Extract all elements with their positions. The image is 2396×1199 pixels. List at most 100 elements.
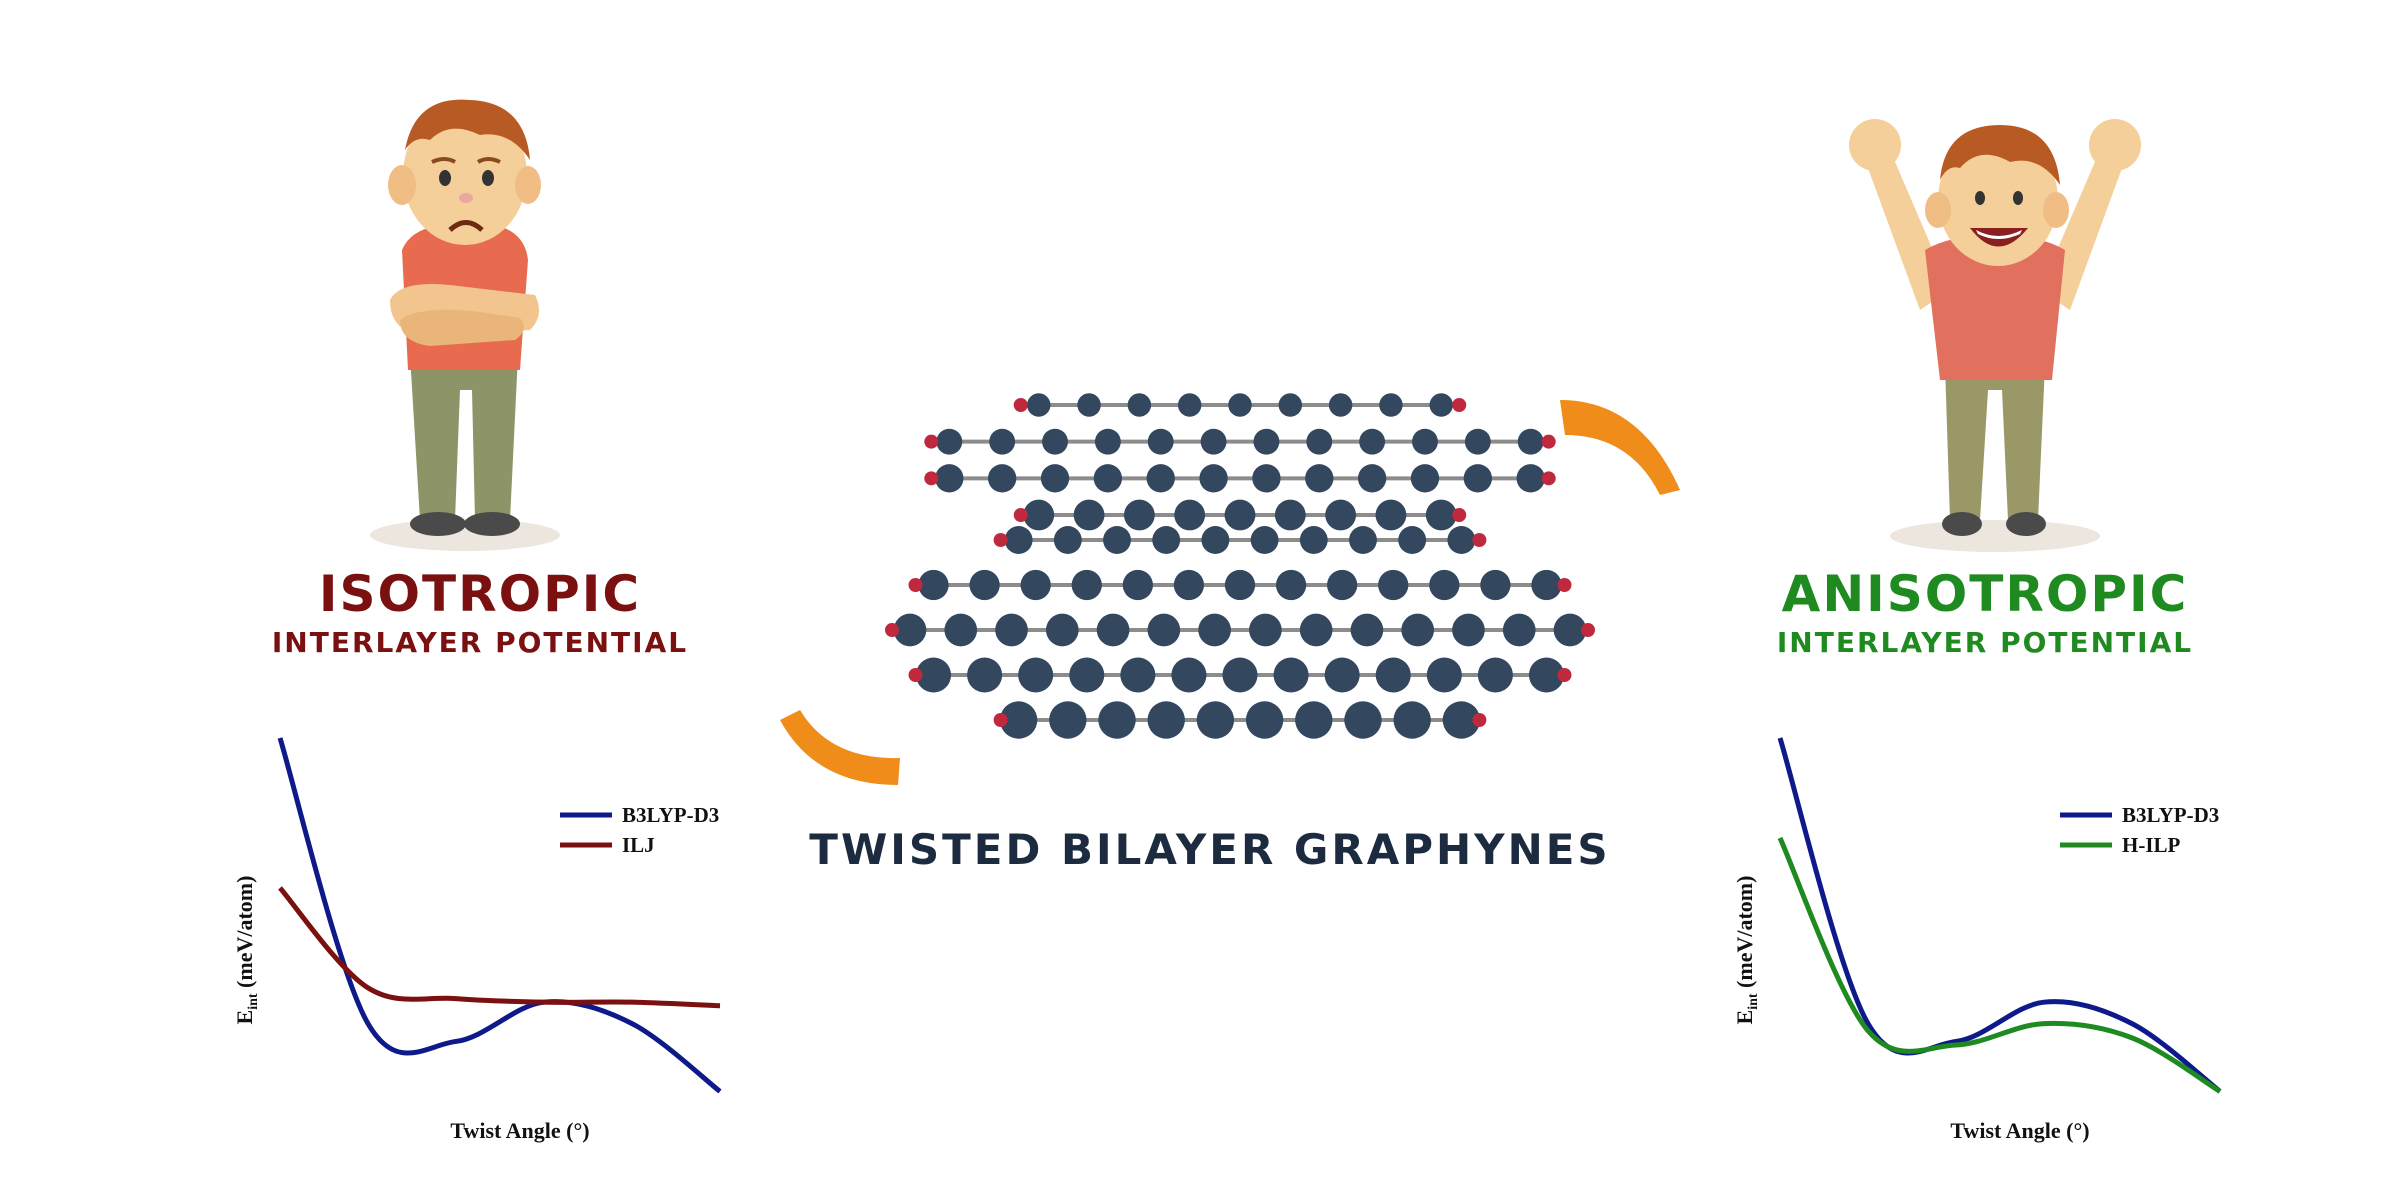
carbon-atom [1359, 428, 1386, 455]
hydrogen-atom [1472, 713, 1487, 727]
carbon-atom [1198, 613, 1231, 647]
carbon-atom [1152, 526, 1181, 554]
carbon-atom [1004, 526, 1033, 554]
carbon-atom [969, 569, 1000, 601]
carbon-atom [1018, 657, 1054, 693]
x-axis-label: Twist Angle (°) [1950, 1118, 2089, 1143]
carbon-atom [1517, 428, 1544, 455]
carbon-atom [989, 428, 1016, 455]
carbon-atom [893, 613, 927, 647]
anisotropic-energy-chart: B3LYP-D3 H-ILP Twist Angle (°) Eint (meV/… [1732, 737, 2222, 1143]
carbon-atom [1325, 499, 1357, 531]
carbon-atom [1528, 657, 1564, 693]
hydrogen-atom [924, 471, 939, 486]
carbon-atom [1123, 499, 1155, 531]
carbon-atom [1328, 393, 1353, 417]
carbon-atom [1171, 657, 1207, 693]
carbon-atom [1224, 569, 1256, 601]
carbon-atom [1177, 393, 1202, 417]
hydrogen-atom [1013, 508, 1028, 522]
carbon-atom [1127, 393, 1152, 417]
carbon-atom [1299, 613, 1333, 647]
carbon-atom [1305, 464, 1334, 493]
hydrogen-atom [1452, 508, 1467, 522]
carbon-atom [1073, 499, 1105, 531]
carbon-atom [1094, 428, 1121, 455]
carbon-atom [1252, 464, 1281, 493]
carbon-atom [1023, 499, 1055, 531]
carbon-atom [1425, 499, 1457, 531]
carbon-atom [1452, 613, 1485, 647]
legend-label: B3LYP-D3 [2122, 803, 2219, 827]
carbon-atom [1429, 569, 1460, 601]
carbon-atom [1200, 428, 1227, 455]
hydrogen-atom [885, 623, 899, 637]
center-caption: TWISTED BILAYER GRAPHYNES [809, 825, 1611, 874]
carbon-atom [1516, 464, 1545, 493]
carbon-atom [1463, 464, 1493, 493]
series-line-b3lyp-d3 [1777, 737, 2222, 1094]
isotropic-energy-chart: B3LYP-D3 ILJ Twist Angle (°) Eint (meV/at… [232, 737, 722, 1143]
hydrogen-atom [924, 434, 939, 449]
hydrogen-atom [908, 668, 923, 682]
carbon-atom [1042, 428, 1068, 455]
carbon-atom [1196, 701, 1235, 739]
carbon-atom [1477, 657, 1513, 693]
sad-boy-illustration [370, 99, 560, 551]
hydrogen-atom [993, 713, 1008, 727]
series-line-h-ilp [1777, 836, 2222, 1094]
carbon-atom [936, 428, 963, 455]
carbon-atom [1027, 393, 1051, 417]
carbon-atom [1222, 657, 1258, 693]
hydrogen-atom [1452, 398, 1467, 412]
carbon-atom [1398, 526, 1427, 554]
carbon-atom [999, 701, 1038, 739]
carbon-atom [995, 613, 1028, 647]
carbon-atom [1147, 613, 1181, 647]
carbon-atom [1120, 657, 1156, 693]
carbon-atom [1147, 701, 1185, 739]
carbon-atom [1378, 569, 1409, 601]
carbon-atom [1045, 613, 1079, 647]
carbon-atom [1464, 428, 1491, 455]
carbon-atom [944, 613, 978, 647]
hydrogen-atom [1557, 668, 1572, 682]
carbon-atom [1098, 701, 1136, 739]
carbon-atom [1324, 657, 1360, 693]
carbon-atom [1122, 569, 1153, 601]
carbon-atom [1426, 657, 1462, 693]
carbon-atom [1199, 464, 1228, 493]
carbon-atom [1447, 526, 1476, 554]
legend-label: ILJ [622, 833, 655, 857]
carbon-atom [1245, 701, 1284, 739]
hydrogen-atom [1541, 434, 1556, 449]
carbon-atom [1103, 526, 1131, 554]
isotropic-subtitle: INTERLAYER POTENTIAL [271, 626, 689, 659]
carbon-atom [1201, 526, 1230, 554]
carbon-atom [1174, 499, 1206, 531]
carbon-atom [1071, 569, 1102, 601]
carbon-atom [1553, 613, 1587, 647]
carbon-atom [916, 657, 952, 693]
carbon-atom [1349, 526, 1377, 554]
happy-boy-illustration [1849, 119, 2141, 552]
hydrogen-atom [1541, 471, 1556, 486]
y-axis-label: Eint (meV/atom) [1732, 876, 1761, 1025]
carbon-atom [935, 464, 964, 493]
carbon-atom [1278, 393, 1303, 417]
carbon-atom [1249, 613, 1282, 647]
carbon-atom [1502, 613, 1536, 647]
legend-label: B3LYP-D3 [622, 803, 719, 827]
hydrogen-atom [908, 578, 923, 592]
legend-label: H-ILP [2122, 833, 2181, 857]
carbon-atom [1173, 569, 1205, 601]
carbon-atom [1429, 393, 1453, 417]
carbon-atom [1040, 464, 1070, 493]
rotation-arrow-top-icon [1560, 400, 1680, 495]
carbon-atom [1228, 393, 1252, 417]
x-axis-label: Twist Angle (°) [450, 1118, 589, 1143]
carbon-atom [1531, 569, 1562, 601]
hydrogen-atom [1557, 578, 1572, 592]
anisotropic-title: ANISOTROPIC [1781, 565, 2189, 623]
carbon-atom [1327, 569, 1358, 601]
